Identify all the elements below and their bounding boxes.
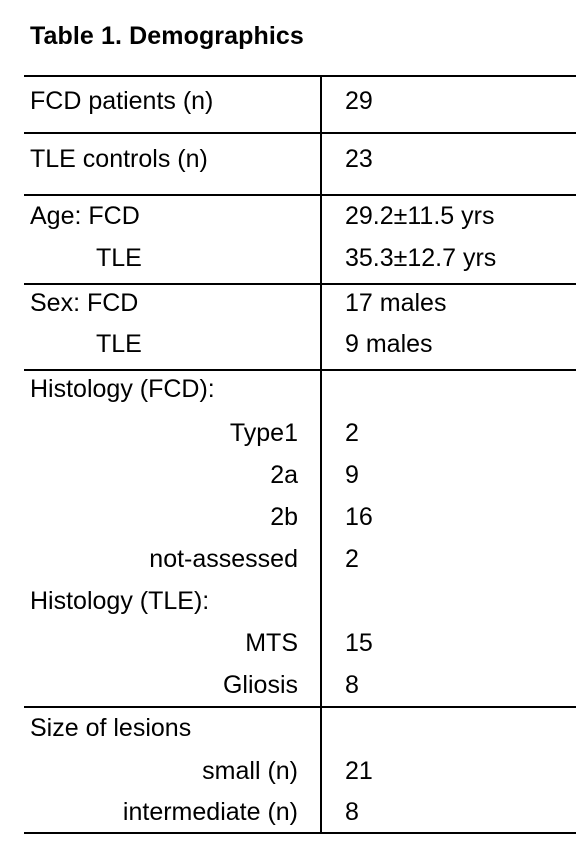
row-value-sex-fcd: 17 males [345, 289, 447, 317]
table-rule-4 [24, 369, 576, 371]
row-label-not-assessed: not-assessed [149, 545, 298, 573]
row-label-histology-fcd: Histology (FCD): [30, 375, 215, 403]
row-value-gliosis: 8 [345, 671, 359, 699]
table-column-divider [320, 76, 322, 834]
row-label-sex-fcd: Sex: FCD [30, 289, 139, 317]
table-rule-5 [24, 706, 576, 708]
row-value-mts: 15 [345, 629, 373, 657]
row-value-type2a: 9 [345, 461, 359, 489]
row-value-fcd-patients: 29 [345, 87, 373, 115]
table-rule-3 [24, 283, 576, 285]
row-value-intermediate: 8 [345, 798, 359, 826]
row-label-age-fcd: Age: FCD [30, 202, 140, 230]
row-label-size-lesions: Size of lesions [30, 714, 192, 742]
table-rule-1 [24, 132, 576, 134]
row-label-type1: Type1 [229, 419, 298, 447]
row-value-tle-controls: 23 [345, 145, 373, 173]
row-label-fcd-patients: FCD patients (n) [30, 87, 214, 115]
table-title: Table 1. Demographics [30, 22, 304, 50]
row-label-gliosis: Gliosis [222, 671, 298, 699]
row-label-histology-tle: Histology (TLE): [30, 587, 210, 615]
row-label-mts: MTS [245, 629, 298, 657]
row-value-age-tle: 35.3±12.7 yrs [345, 244, 497, 272]
row-label-tle-controls: TLE controls (n) [30, 145, 208, 173]
row-label-sex-tle: TLE [96, 330, 142, 358]
row-label-intermediate: intermediate (n) [122, 798, 298, 826]
row-label-small: small (n) [202, 757, 298, 785]
row-value-not-assessed: 2 [345, 545, 359, 573]
row-label-type2a: 2a [270, 461, 298, 489]
row-value-age-fcd: 29.2±11.5 yrs [345, 202, 495, 230]
row-label-type2b: 2b [270, 503, 298, 531]
row-label-age-tle: TLE [96, 244, 142, 272]
table-rule-bottom [24, 832, 576, 834]
row-value-small: 21 [345, 757, 373, 785]
table-rule-2 [24, 194, 576, 196]
row-value-type1: 2 [345, 419, 359, 447]
row-value-type2b: 16 [345, 503, 373, 531]
table-rule-top [24, 75, 576, 77]
row-value-sex-tle: 9 males [345, 330, 433, 358]
